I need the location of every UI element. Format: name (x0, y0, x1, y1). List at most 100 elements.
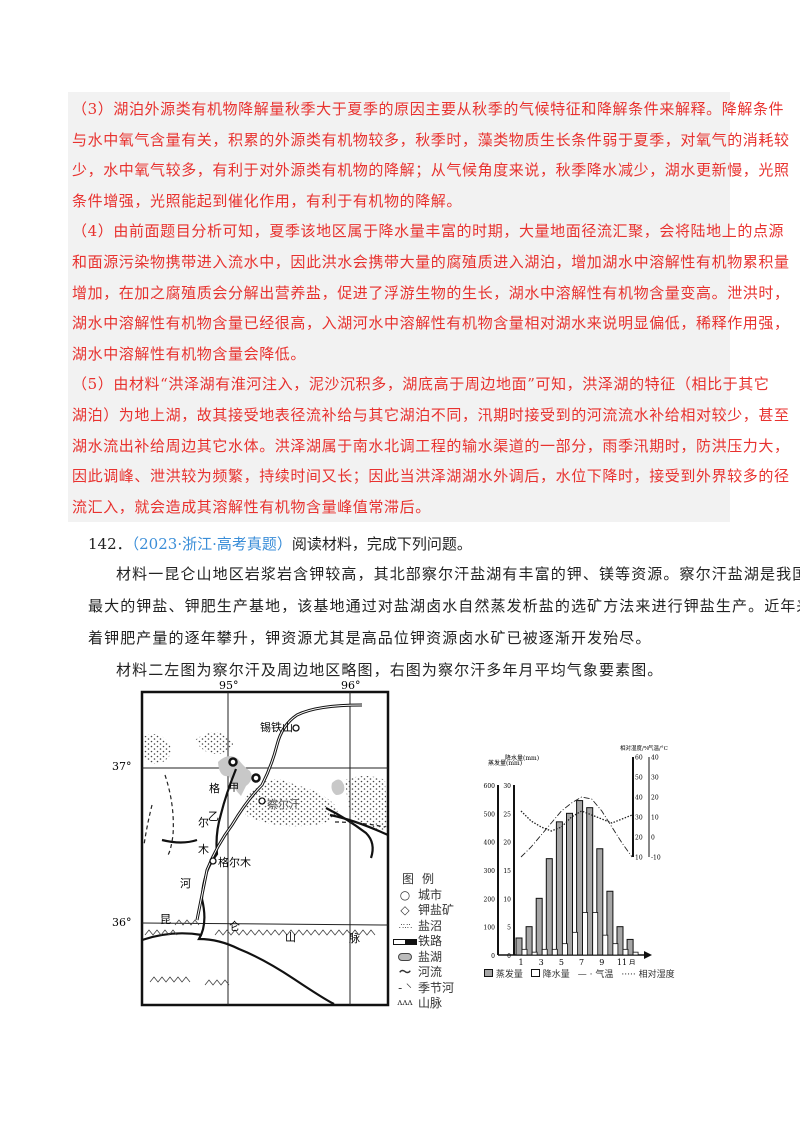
seasonal-river-icon: ‐ ⸌ (398, 980, 412, 995)
answer-line: 增加，在加之腐殖质会分解出营养盐，促进了浮游生物的生长，湖水中溶解性有机物含量变… (72, 283, 790, 302)
evaporation-tick: 0 (491, 953, 495, 960)
place-chaerhan: 察尔汗 (267, 797, 300, 811)
city-icon: ○ (399, 887, 411, 902)
answer-line: 条件增强，光照能起到催化作用，有利于有机物的降解。 (72, 191, 463, 210)
label-yi: 乙 (208, 810, 219, 823)
potash-mine-yi (251, 773, 261, 783)
river-label-char: 尔 (198, 816, 209, 829)
question-header: 142．（2023·浙江·高考真题）阅读材料，完成下列问题。 (88, 533, 472, 554)
humidity-tick: 60 (635, 755, 643, 762)
temperature-tick: 0 (651, 835, 655, 842)
map-legend: 图例 ○ 城市 ◇ 钾盐矿 ∴∵∴ 盐沼 铁路 盐湖 〜河流 ‐ ⸌ 季节河 ʌʌʌ 山脉 (392, 872, 472, 1012)
temperature-tick: 30 (651, 775, 659, 782)
x-tick-label: 1 (518, 958, 523, 965)
evaporation-bar (576, 800, 584, 956)
humidity-tick: 50 (635, 775, 643, 782)
precipitation-bar (562, 943, 568, 956)
precipitation-tick: 10 (503, 896, 511, 903)
answer-line: （5）由材料“洪泽湖有淮河注入，泥沙沉积多，湖底高于周边地面”可知，洪泽湖的特征… (72, 375, 770, 394)
humidity-tick: 20 (635, 835, 643, 842)
precipitation-bar (612, 943, 619, 956)
evaporation-bar (525, 926, 533, 956)
precipitation-axis-label: 降水量(mm) (505, 754, 539, 762)
evaporation-axis-label: 蒸发量(mm) (488, 759, 522, 767)
answer-line: 湖水流出补给周边其它水体。洪泽湖属于南水北调工程的输水渠道的一部分，雨季汛期时，… (72, 436, 790, 455)
region-map: 95° 96° 37° 36° 锡铁山 察尔汗 (112, 679, 390, 1007)
legend-potash-mine: 钾盐矿 (418, 903, 455, 917)
question-source-link[interactable]: （2023·浙江·高考真题） (131, 535, 292, 553)
legend-humidity: ····· 相对湿度 (621, 970, 675, 980)
temperature-tick: -10 (651, 855, 661, 862)
x-tick-label: 9 (599, 958, 604, 965)
potash-mine-jia (228, 757, 238, 767)
parallel-36 (141, 922, 389, 926)
answer-line: 湖泊）为地上湖，故其接受地表径流补给与其它湖泊不同，汛期时接受到的河流流水补给相… (72, 406, 790, 424)
precipitation-bar (592, 912, 599, 956)
river-icon: 〜 (398, 965, 411, 979)
x-axis-unit: 月 (629, 959, 636, 965)
seasonal-rivers (143, 774, 386, 856)
answer-line: 因此调峰、泄洪较为频繁，持续时间又长；因此当洪泽湖湖水外调后，水位下降时，接受到… (72, 467, 790, 486)
precipitation-bar (531, 951, 538, 956)
mountain-label-char: 昆 (160, 913, 171, 926)
precipitation-tick: 20 (503, 840, 511, 847)
evaporation-bar (606, 890, 614, 956)
evaporation-tick: 500 (484, 811, 496, 818)
x-axis-arrow (644, 951, 652, 959)
railway-inner (196, 704, 363, 921)
legend-salt-marsh: 盐沼 (418, 918, 443, 933)
evaporation-tick: 300 (484, 868, 496, 875)
question-prompt: 阅读材料，完成下列问题。 (291, 535, 472, 553)
place-geermu: 格尔木 (218, 855, 251, 869)
answer-line: 少，水中氧气较多，有利于对外源类有机物的降解；从气候角度来说，秋季降水减少，湖水… (72, 161, 790, 180)
city-marker (258, 797, 266, 805)
legend-salt-lake: 盐湖 (418, 949, 443, 964)
answer-line: 流汇入，就会造成其溶解性有机物含量峰值常滞后。 (72, 497, 431, 516)
precipitation-bar (521, 948, 528, 956)
precipitation-bar (541, 948, 548, 956)
evaporation-bar (545, 858, 553, 956)
legend-city: 城市 (418, 887, 443, 902)
precipitation-bar (602, 934, 609, 956)
salt-lake-icon (392, 953, 418, 962)
evaporation-bar (515, 937, 523, 956)
temperature-axis-label: 气温/°C (648, 744, 668, 752)
label-jia: 甲 (229, 783, 239, 794)
climate-chart: 0100200300400500600051015202530蒸发量(mm)降水… (484, 744, 668, 965)
legend-seasonal-river: 季节河 (418, 980, 455, 995)
precipitation-bar (582, 912, 588, 956)
map-frame (140, 690, 390, 1007)
evaporation-bar (535, 897, 543, 956)
humidity-tick: 30 (635, 815, 643, 822)
mountain-label-char: 山 (285, 931, 296, 944)
precipitation-tick: 0 (507, 953, 511, 960)
salt-marsh-areas (143, 731, 388, 830)
humidity-axis-label: 相对湿度/% (620, 744, 649, 752)
chart-legend: 蒸发量 降水量 — · 气温 ····· 相对湿度 (484, 967, 675, 980)
legend-title: 图例 (402, 872, 443, 886)
precipitation-tick: 15 (503, 868, 511, 875)
x-tick-label: 11 (617, 958, 627, 965)
temperature-line (520, 796, 633, 858)
answer-line: （3）湖泊外源类有机物降解量秋季大于夏季的原因主要从秋季的气候特征和降解条件来解… (72, 100, 785, 118)
answer-line: （4）由前面题目分析可知，夏季该地区属于降水量丰富的时期，大量地面径流汇聚，会将… (72, 222, 785, 241)
legend-precipitation: 降水量 (530, 967, 570, 980)
legend-mountain: 山脉 (418, 996, 443, 1010)
legend-railway: 铁路 (418, 934, 443, 948)
precipitation-tick: 5 (507, 925, 511, 932)
lat-label-36: 36° (112, 916, 132, 929)
temperature-tick: 10 (651, 815, 659, 822)
evaporation-tick: 200 (484, 896, 496, 903)
temperature-tick: 40 (651, 755, 659, 762)
x-tick-label: 5 (559, 958, 564, 965)
question-number: 142． (88, 535, 132, 553)
material-line: 最大的钾盐、钾肥生产基地，该基地通过对盐湖卤水自然蒸发析盐的选矿方法来进行钾盐生… (88, 597, 800, 615)
answer-explanation: （3）湖泊外源类有机物降解量秋季大于夏季的原因主要从秋季的气候特征和降解条件来解… (68, 92, 789, 522)
mountain-icon: ʌʌʌ (397, 998, 413, 1008)
salt-marsh-icon: ∴∵∴ (398, 921, 412, 931)
lat-label-37: 37° (112, 760, 132, 773)
potash-mine-icon: ◇ (400, 903, 410, 917)
precipitation-bar (632, 951, 639, 956)
evaporation-bar (616, 926, 624, 956)
x-tick-label: 3 (539, 958, 544, 965)
